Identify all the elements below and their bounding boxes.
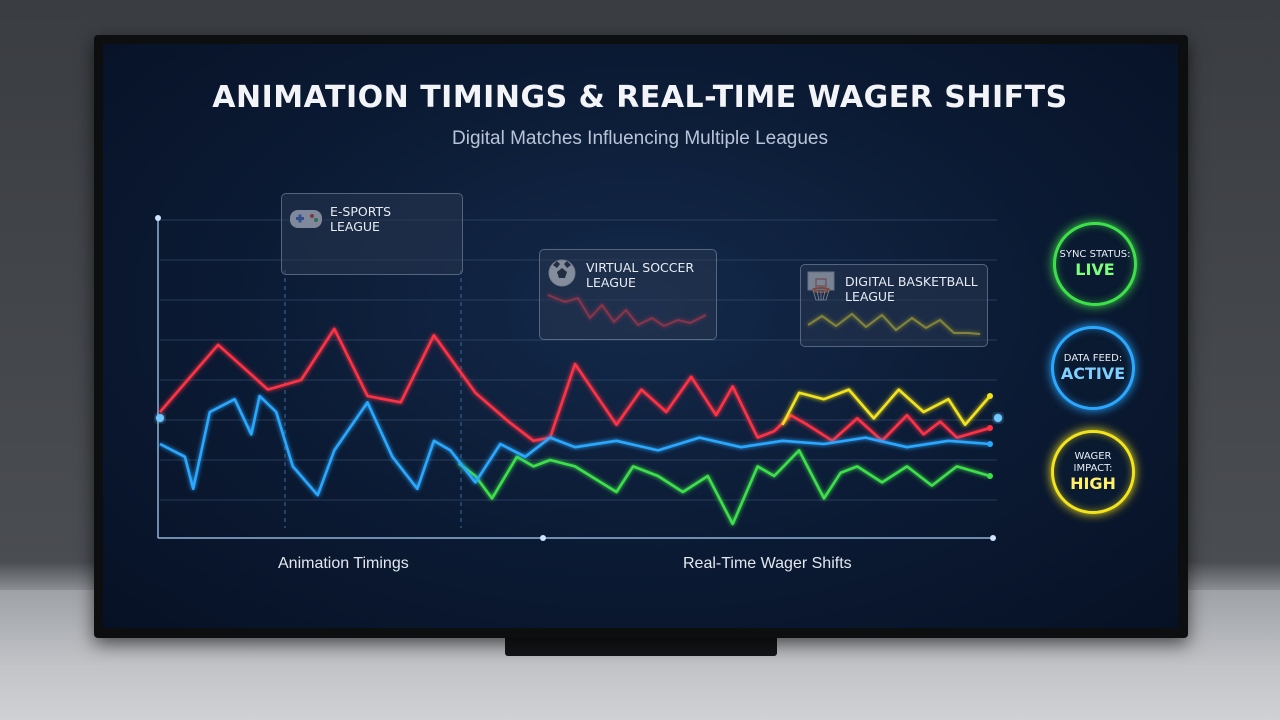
league-card-soccer: VIRTUAL SOCCER LEAGUE: [539, 249, 717, 340]
status-label: DATA FEED:: [1063, 353, 1123, 364]
status-value: ACTIVE: [1060, 364, 1126, 383]
baseline-end-marker: [994, 414, 1002, 422]
status-label: SYNC STATUS:: [1059, 249, 1131, 260]
series-end-point: [987, 473, 993, 479]
chart-title: ANIMATION TIMINGS & REAL-TIME WAGER SHIF…: [212, 80, 1068, 115]
league-name-line1: VIRTUAL SOCCER: [586, 260, 695, 275]
status-badge-sync: SYNC STATUS: LIVE: [1053, 222, 1137, 306]
status-value: HIGH: [1070, 474, 1116, 493]
series-end-point: [987, 393, 993, 399]
league-name-line1: DIGITAL BASKETBALL: [845, 274, 978, 289]
status-value: LIVE: [1075, 260, 1115, 279]
baseline-end-marker: [156, 414, 164, 422]
series-line-3: [781, 388, 991, 427]
league-name-line2: LEAGUE: [330, 219, 380, 234]
status-badge-data-feed: DATA FEED: ACTIVE: [1051, 326, 1135, 410]
chart-subtitle: Digital Matches Influencing Multiple Lea…: [452, 128, 828, 149]
league-card-esports: E-SPORTS LEAGUE: [281, 193, 463, 275]
league-name-line2: LEAGUE: [845, 289, 895, 304]
series-end-point: [987, 425, 993, 431]
series-line-4: [159, 394, 991, 497]
x-axis-label-right: Real-Time Wager Shifts: [683, 555, 852, 572]
series-line-2: [458, 449, 991, 526]
status-badge-wager-impact: WAGER IMPACT: HIGH: [1051, 430, 1135, 514]
league-card-basketball: DIGITAL BASKETBALL LEAGUE: [800, 264, 988, 347]
league-name-line2: LEAGUE: [586, 275, 636, 290]
x-axis-label-left: Animation Timings: [278, 555, 409, 572]
tv-stand: [505, 634, 777, 656]
league-name-line1: E-SPORTS: [330, 204, 392, 219]
axis-marker: [540, 535, 546, 541]
series-end-point: [987, 441, 993, 447]
status-label: WAGER IMPACT:: [1073, 451, 1113, 474]
axis-marker: [990, 535, 996, 541]
axis-marker: [155, 215, 161, 221]
